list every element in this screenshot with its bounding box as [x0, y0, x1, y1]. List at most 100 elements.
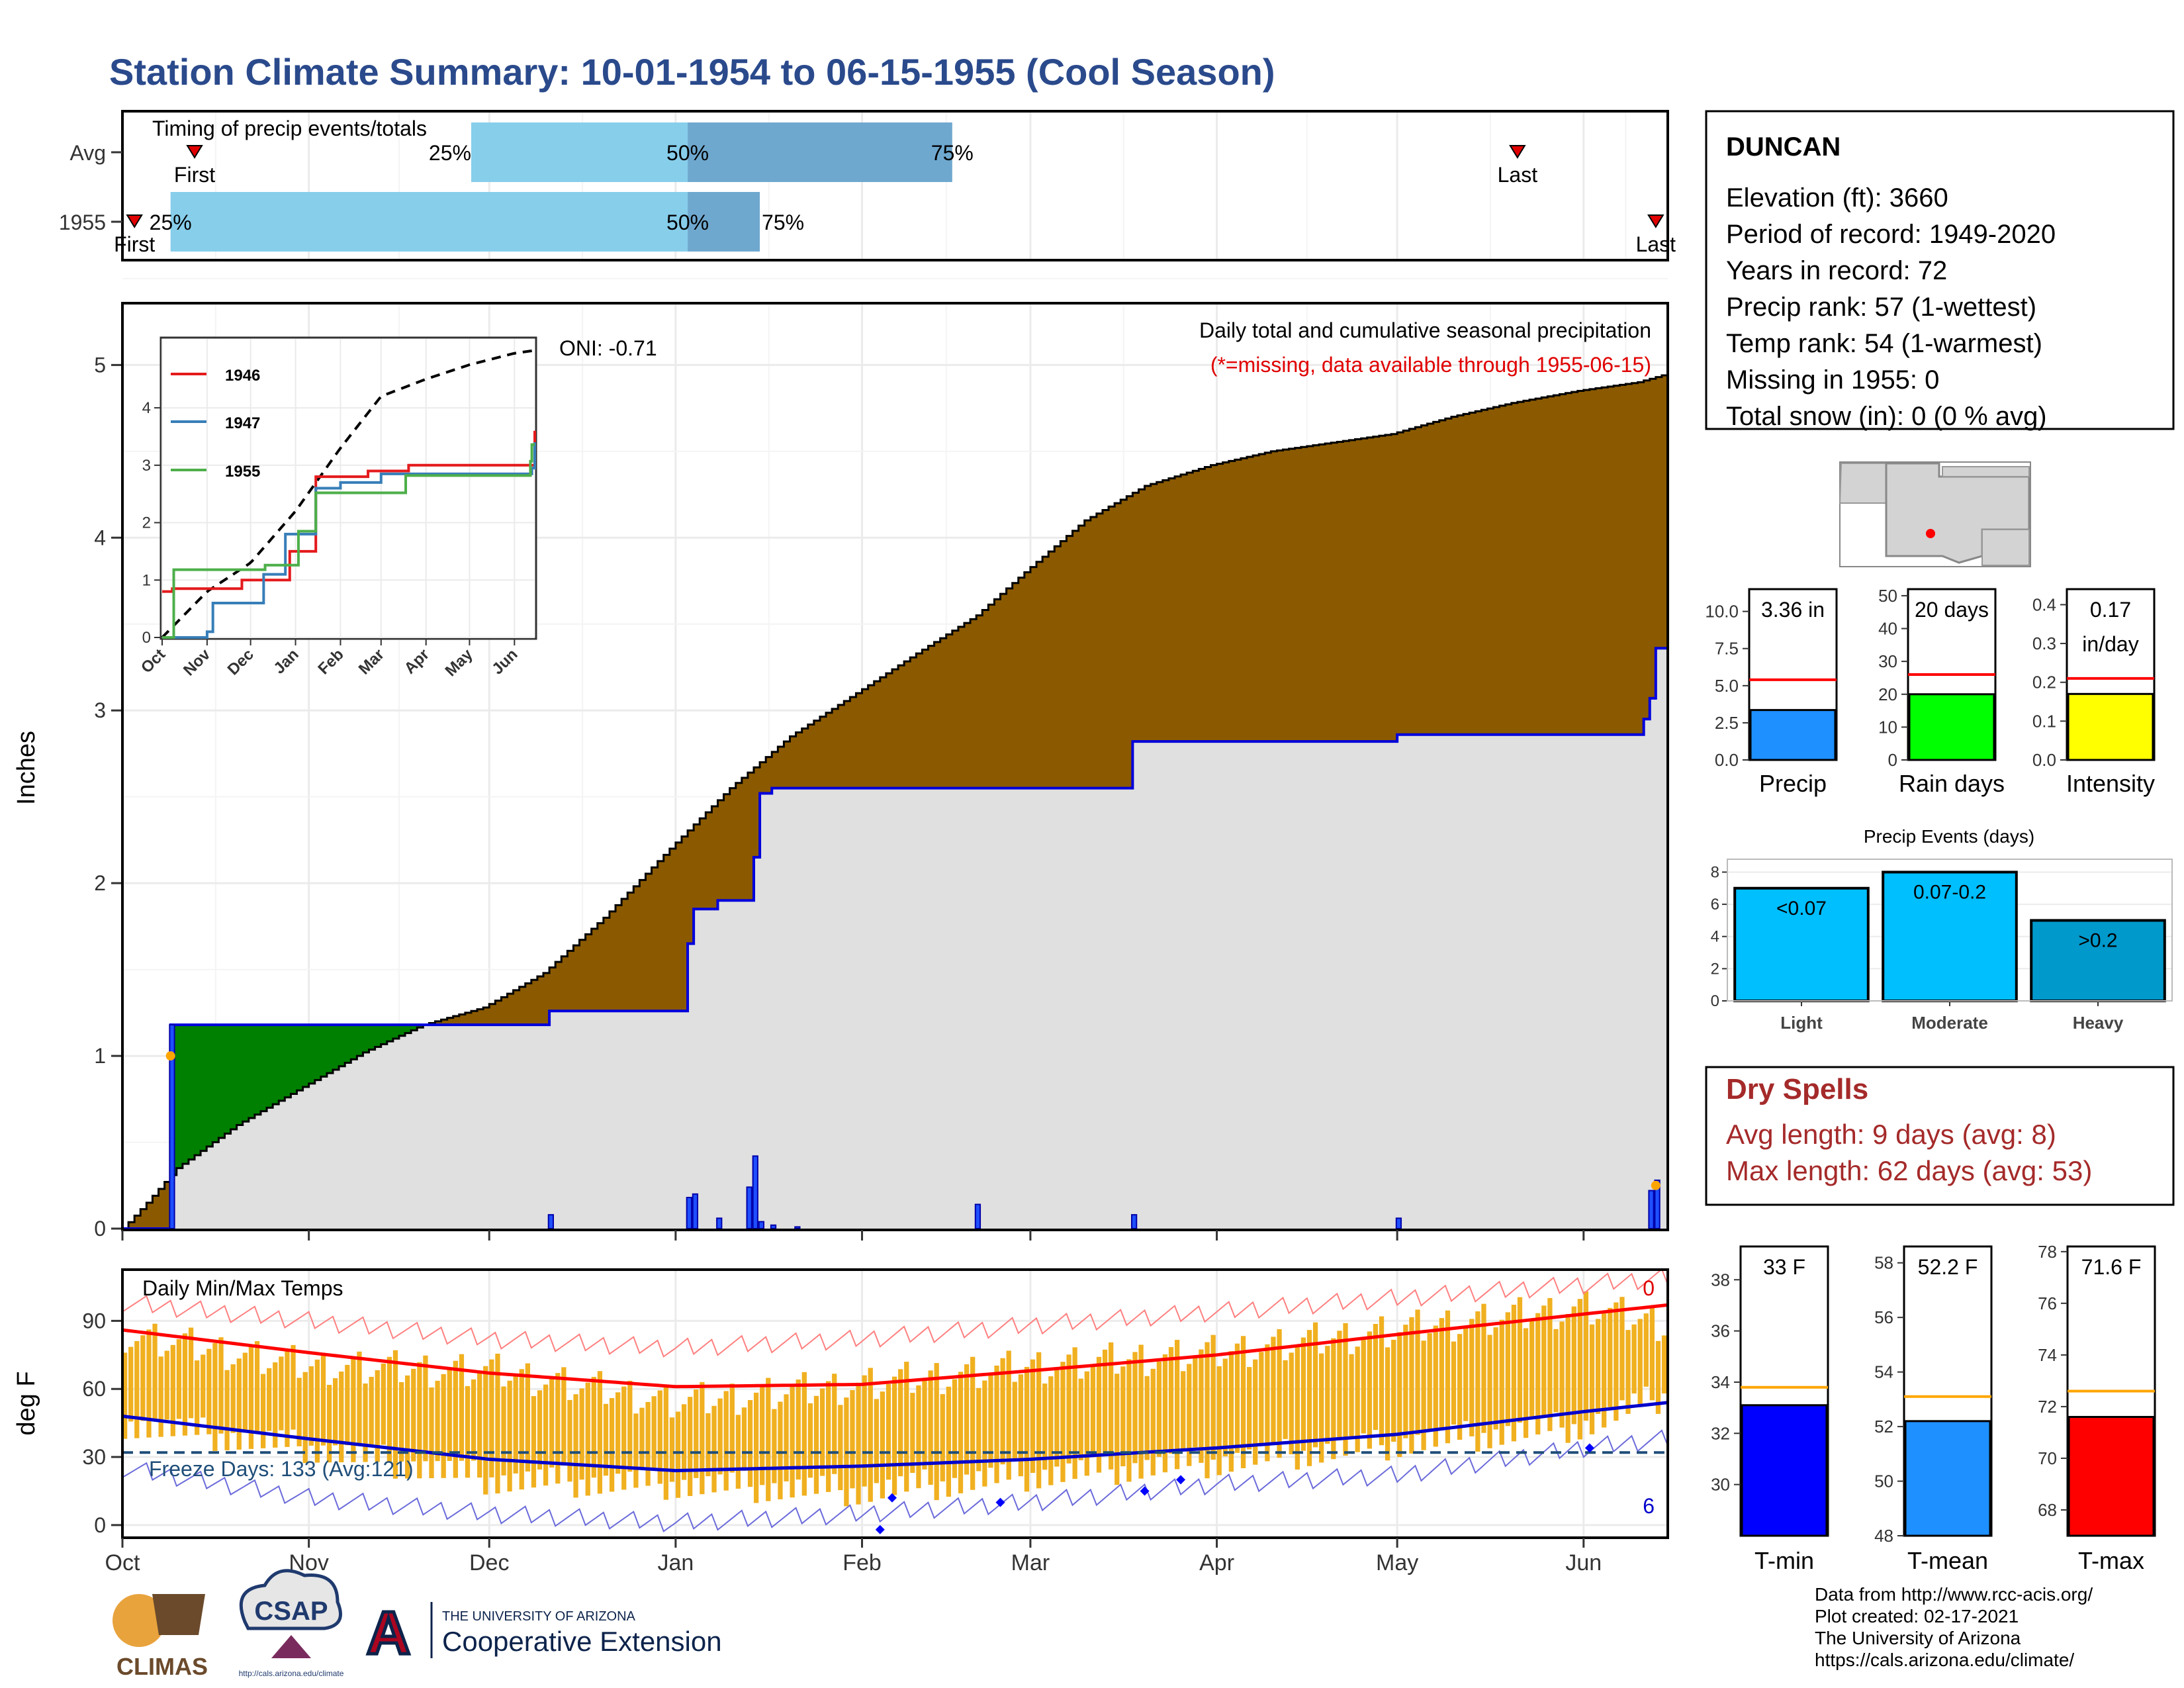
- daily-temp-bar: [176, 1339, 182, 1419]
- daily-temp-bar: [573, 1394, 578, 1498]
- legend-label-1946: 1946: [225, 367, 260, 385]
- date-x-tick-label: Oct: [105, 1550, 140, 1575]
- temp-gauge-value: 33 F: [1763, 1255, 1805, 1279]
- daily-temp-bar: [904, 1362, 909, 1492]
- precip-gauge-value-unit: in/day: [2082, 632, 2138, 656]
- daily-temp-bar: [729, 1383, 735, 1473]
- daily-temp-bar: [898, 1369, 903, 1477]
- daily-temp-bar: [1547, 1297, 1553, 1431]
- precip-gauge-tick-label: 5.0: [1715, 676, 1739, 696]
- daily-temp-bar: [1216, 1366, 1222, 1476]
- precip-gauge-value: 3.36 in: [1761, 598, 1825, 622]
- daily-temp-bar: [1457, 1334, 1463, 1440]
- daily-temp-bar: [1361, 1338, 1366, 1434]
- inset-line-average: [161, 349, 534, 639]
- daily-temp-bar: [916, 1385, 921, 1489]
- daily-temp-bar: [838, 1405, 843, 1491]
- precip-y-tick-label: 2: [94, 871, 106, 895]
- precip-y-axis: 0 1 2 3 4 5: [94, 353, 122, 1241]
- quartile-bar-light: [170, 192, 688, 252]
- daily-precip-bar: [716, 1217, 723, 1229]
- credit-university: The University of Arizona: [1815, 1628, 2021, 1648]
- daily-temp-bar: [633, 1413, 639, 1488]
- daily-temp-bar: [465, 1385, 471, 1478]
- daily-temp-bar: [140, 1335, 146, 1421]
- daily-temp-bar: [1000, 1358, 1005, 1465]
- record-min-line: [122, 1429, 1668, 1532]
- daily-temp-bar: [273, 1362, 278, 1448]
- climas-logo-shape: [152, 1594, 205, 1635]
- daily-temp-bar: [1228, 1351, 1234, 1472]
- daily-temp-bar: [1078, 1378, 1083, 1461]
- daily-temp-bar: [1265, 1344, 1270, 1462]
- daily-temp-bar: [1259, 1352, 1264, 1446]
- average-cumulative-line: [122, 373, 1669, 1230]
- daily-temp-bar: [657, 1390, 662, 1484]
- temp-lines: [122, 1268, 1668, 1534]
- daily-temp-bar: [1306, 1330, 1312, 1466]
- daily-temp-bar: [976, 1387, 981, 1472]
- daily-temp-bar: [357, 1351, 362, 1445]
- daily-temp-bar: [645, 1401, 651, 1486]
- daily-temp-bar: [254, 1341, 260, 1432]
- csap-logo: CSAP http://cals.arizona.edu/climate: [239, 1569, 344, 1678]
- daily-temp-bar: [1427, 1333, 1432, 1432]
- daily-temp-bar: [1084, 1371, 1089, 1476]
- daily-temp-bar: [766, 1378, 771, 1501]
- daily-temp-bar: [1066, 1354, 1071, 1464]
- events-plot-frame: [1727, 859, 2173, 1002]
- inset-line-1947: [162, 442, 536, 639]
- daily-temp-bar: [1277, 1329, 1282, 1458]
- events-y-tick-label: 0: [1711, 992, 1719, 1010]
- daily-temp-bar: [1487, 1335, 1492, 1448]
- temp-gauge-value: 52.2 F: [1918, 1255, 1978, 1279]
- daily-temp-bar: [158, 1356, 163, 1437]
- daily-temp-bar: [1199, 1349, 1204, 1463]
- daily-temp-bar: [675, 1411, 681, 1498]
- daily-temp-bar: [790, 1387, 795, 1498]
- precip-gauge-tick-label: 0.2: [2032, 673, 2056, 692]
- daily-temp-bar: [700, 1382, 705, 1495]
- daily-temp-bar: [1649, 1307, 1655, 1401]
- inset-frame: [159, 336, 537, 640]
- daily-temp-bar: [741, 1407, 747, 1471]
- date-x-tick-label: Jun: [1565, 1550, 1602, 1575]
- temp-gauge-tick-label: 50: [1874, 1472, 1893, 1491]
- daily-temp-bar: [242, 1352, 248, 1432]
- last-event-label: Last: [1498, 163, 1538, 187]
- daily-temp-bar: [134, 1340, 140, 1438]
- station-snow: Total snow (in): 0 (0 % avg): [1726, 402, 2047, 431]
- daily-temp-bar: [1295, 1344, 1300, 1470]
- quartile-25-label: 25%: [429, 141, 471, 165]
- daily-temp-bar: [1234, 1343, 1240, 1453]
- daily-temp-bar: [1036, 1352, 1042, 1489]
- daily-temp-bar: [201, 1354, 206, 1418]
- precip-gauge-label: Precip: [1759, 770, 1827, 797]
- precip-x-ticks: [121, 1230, 1585, 1241]
- legend-label-1947: 1947: [225, 414, 260, 432]
- temp-gauge-tick-label: 48: [1874, 1526, 1893, 1546]
- daily-precip-bar: [686, 1197, 692, 1229]
- precip-gauge-tick-label: 0.1: [2032, 711, 2056, 731]
- daily-temp-bar: [285, 1350, 290, 1447]
- daily-temp-bar: [585, 1382, 590, 1496]
- precip-y-tick-label: 4: [94, 526, 106, 549]
- daily-temp-bar: [236, 1358, 242, 1450]
- timing-bars: 25% 50% 75% First Last 25% 50% 75% First Last: [114, 122, 1676, 256]
- daily-temp-bar: [651, 1396, 657, 1468]
- first-event-label: First: [174, 163, 215, 187]
- precip-gauge-tick-label: 7.5: [1715, 639, 1739, 659]
- daily-temp-bar: [1481, 1303, 1486, 1433]
- precip-gauge-fill: [2067, 692, 2154, 761]
- daily-temp-bar: [1331, 1338, 1336, 1460]
- daily-temp-bar: [1138, 1344, 1144, 1479]
- quartile-75-label: 75%: [931, 141, 974, 165]
- credit-website: https://cals.arizona.edu/climate/: [1815, 1650, 2074, 1670]
- daily-temp-bar: [519, 1369, 524, 1490]
- temp-gauge-tick-label: 74: [2038, 1345, 2057, 1365]
- map-state-southeast: [1981, 529, 2030, 566]
- dry-spells-frame: [1705, 1066, 2175, 1206]
- daily-temp-bar: [856, 1382, 861, 1505]
- precip-gauge-label: Intensity: [2066, 770, 2155, 797]
- daily-temp-bar: [543, 1384, 549, 1486]
